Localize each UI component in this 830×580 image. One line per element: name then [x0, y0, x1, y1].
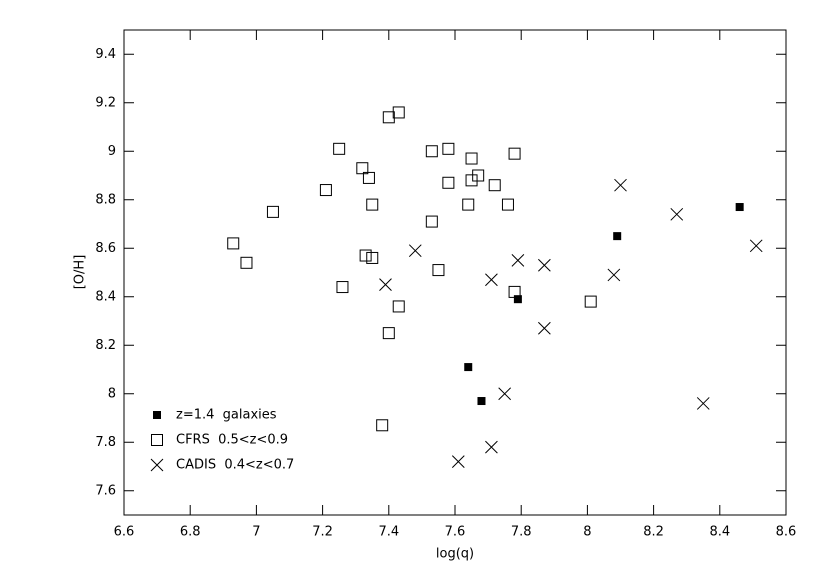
- point: [382, 111, 395, 124]
- point: [408, 244, 422, 258]
- point: [392, 106, 405, 119]
- x-tick-label: 7.2: [312, 525, 333, 540]
- x-tick-label: 7: [252, 525, 260, 540]
- legend-label: CFRS 0.5<z<0.9: [176, 433, 288, 448]
- point: [485, 440, 498, 454]
- legend-label: CADIS 0.4<z<0.7: [176, 458, 294, 473]
- legend-label: z=1.4 galaxies: [176, 408, 277, 423]
- point: [508, 285, 521, 298]
- point: [465, 174, 478, 187]
- point: [584, 295, 597, 308]
- point: [477, 397, 486, 406]
- point: [670, 207, 684, 221]
- legend-marker: [151, 434, 163, 446]
- point: [376, 419, 389, 432]
- point: [240, 256, 253, 269]
- point: [613, 232, 622, 241]
- point: [442, 142, 455, 155]
- legend-marker: [153, 411, 161, 419]
- y-tick-label: 7.8: [95, 435, 116, 450]
- y-tick-label: 8: [108, 386, 116, 401]
- point: [538, 321, 551, 335]
- legend-marker: [150, 458, 164, 472]
- point: [614, 178, 627, 192]
- x-tick-label: 7.6: [445, 525, 466, 540]
- y-tick-label: 8.6: [95, 241, 116, 256]
- x-tick-label: 7.4: [378, 525, 399, 540]
- point: [319, 184, 332, 197]
- point: [425, 145, 438, 158]
- point: [425, 215, 438, 228]
- x-tick-label: 8.2: [643, 525, 664, 540]
- point: [227, 237, 240, 250]
- point: [362, 171, 375, 184]
- point: [333, 142, 346, 155]
- point: [462, 198, 475, 211]
- point: [382, 327, 395, 340]
- x-tick-label: 6.6: [114, 525, 135, 540]
- y-tick-label: 9: [108, 144, 116, 159]
- point: [488, 179, 501, 192]
- x-tick-label: 7.8: [511, 525, 532, 540]
- point: [379, 278, 392, 291]
- point: [508, 147, 521, 160]
- point: [607, 268, 621, 282]
- y-tick-label: 9.2: [95, 95, 116, 110]
- point: [442, 176, 455, 189]
- point: [465, 152, 478, 165]
- y-axis-label: [O/H]: [73, 255, 88, 290]
- point: [696, 397, 710, 410]
- point: [735, 203, 744, 212]
- point: [513, 295, 522, 304]
- point: [485, 273, 498, 287]
- point: [498, 387, 512, 401]
- point: [538, 258, 551, 272]
- point: [266, 205, 279, 218]
- x-tick-label: 8.6: [776, 525, 797, 540]
- y-tick-label: 7.6: [95, 483, 116, 498]
- point: [356, 162, 369, 175]
- point: [432, 264, 445, 277]
- point: [336, 281, 349, 294]
- point: [464, 363, 473, 372]
- point: [511, 254, 525, 267]
- y-tick-label: 9.4: [95, 47, 116, 62]
- point: [366, 251, 379, 264]
- y-tick-label: 8.2: [95, 338, 116, 353]
- point: [472, 169, 485, 182]
- point: [451, 455, 465, 469]
- point: [366, 198, 379, 211]
- y-tick-label: 8.8: [95, 192, 116, 207]
- point: [501, 198, 514, 211]
- point: [359, 249, 372, 262]
- point: [749, 239, 763, 253]
- x-axis-label: log(q): [436, 547, 474, 562]
- x-tick-label: 6.8: [180, 525, 201, 540]
- y-tick-label: 8.4: [95, 289, 116, 304]
- point: [392, 300, 405, 313]
- x-tick-label: 8.4: [709, 525, 730, 540]
- x-tick-label: 8: [583, 525, 591, 540]
